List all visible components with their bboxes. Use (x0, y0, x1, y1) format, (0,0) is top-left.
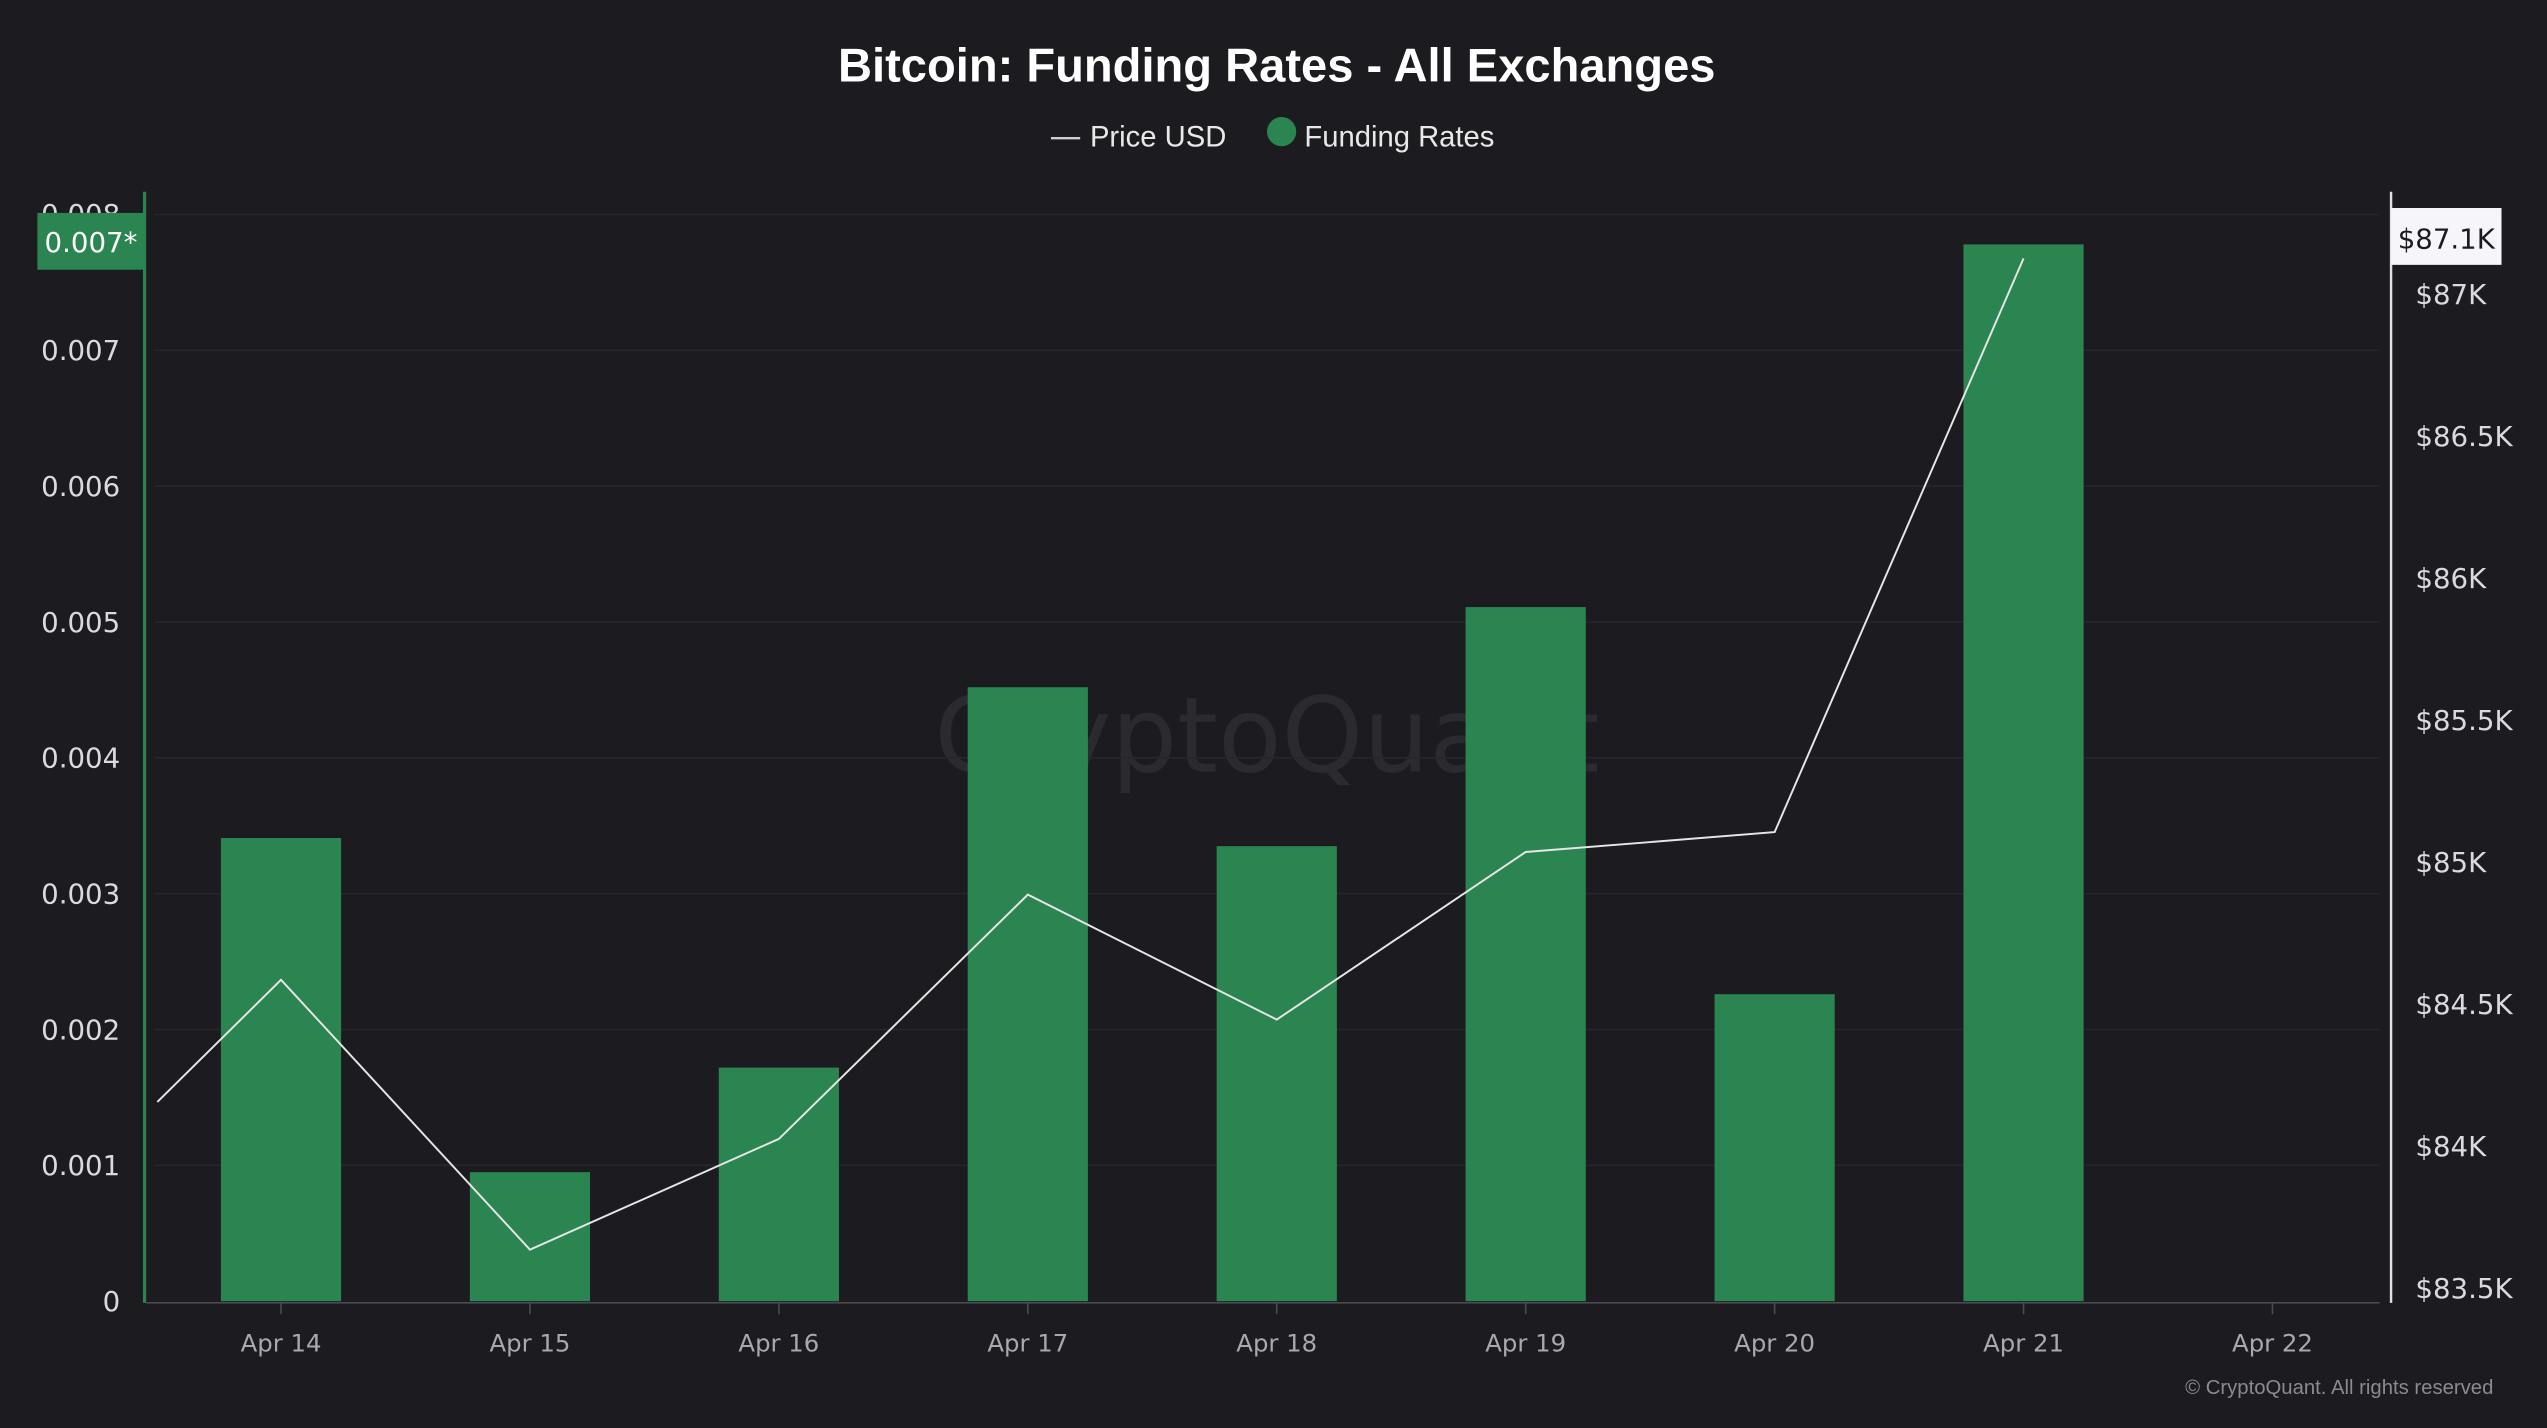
y-right-tick-label: $85.5K (2415, 704, 2513, 737)
bars (220, 244, 2084, 1302)
bar-apr-21[interactable] (1963, 244, 2084, 1302)
y-left-tick-label: 0.001 (41, 1149, 120, 1182)
bar-apr-17[interactable] (967, 687, 1088, 1302)
price-line-path (156, 257, 2025, 1251)
x-tick-label: Apr 22 (2232, 1329, 2313, 1358)
y-left-tick-label: 0 (103, 1285, 121, 1318)
current-price-label: $87.1K (2398, 223, 2496, 256)
y-right-tick-label: $83.5K (2415, 1272, 2513, 1305)
x-tick-label: Apr 21 (1983, 1329, 2064, 1358)
y-left-tick-label: 0.004 (41, 742, 120, 775)
legend-price-label[interactable]: Price USD (1090, 121, 1226, 153)
y-left-tick-label: 0.005 (41, 606, 120, 639)
bar-apr-20[interactable] (1714, 994, 1835, 1302)
y-right-tick-label: $86.5K (2415, 420, 2513, 453)
x-tick-label: Apr 20 (1734, 1329, 1815, 1358)
x-tick-label: Apr 16 (738, 1329, 819, 1358)
y-right-tick-label: $85K (2415, 846, 2487, 879)
x-tick-label: Apr 18 (1236, 1329, 1317, 1358)
bar-apr-14[interactable] (220, 838, 342, 1302)
y-left-tick-label: 0.006 (41, 470, 120, 503)
y-left-tick-label: 0.002 (41, 1013, 120, 1046)
x-tick-label: Apr 19 (1485, 1329, 1566, 1358)
y-right-tick-label: $86K (2415, 562, 2487, 595)
credit: © CryptoQuant. All rights reserved (2185, 1377, 2493, 1399)
bar-apr-19[interactable] (1465, 607, 1586, 1302)
legend-funding-marker (1267, 117, 1297, 147)
bar-apr-15[interactable] (469, 1172, 591, 1302)
x-tick-label: Apr 17 (987, 1329, 1068, 1358)
x-tick-label: Apr 15 (490, 1329, 571, 1358)
y-left-tick-label: 0.007 (41, 334, 120, 367)
legend: Price USD Funding Rates (1050, 117, 1494, 153)
legend-funding-label[interactable]: Funding Rates (1304, 121, 1494, 153)
bar-apr-18[interactable] (1216, 846, 1337, 1302)
current-funding-badge (37, 212, 145, 270)
chart-title: Bitcoin: Funding Rates - All Exchanges (838, 38, 1715, 91)
price-line (156, 257, 2025, 1251)
y-right-tick-label: $84.5K (2415, 988, 2513, 1021)
x-tick-label: Apr 14 (241, 1329, 322, 1358)
bar-apr-16[interactable] (718, 1067, 839, 1302)
y-right-tick-label: $84K (2415, 1130, 2487, 1163)
current-funding-label: 0.007* (45, 226, 138, 259)
current-price-badge (2391, 208, 2502, 265)
y-right-tick-label: $87K (2415, 278, 2487, 311)
axes: 0 0.001 0.002 0.003 0.004 0.005 0.006 0.007 0.00… (37, 191, 2513, 1358)
y-left-tick-label: 0.003 (41, 877, 120, 910)
